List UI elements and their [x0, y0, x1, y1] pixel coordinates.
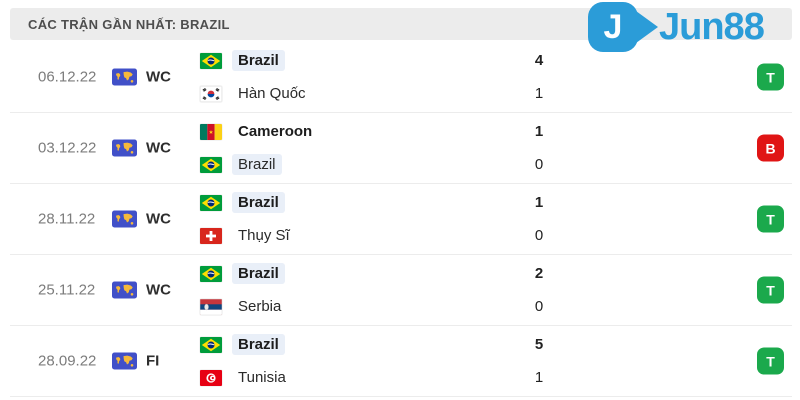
match-row[interactable]: 06.12.22 WC Brazil 4 Hàn Quốc 1 T — [10, 42, 792, 113]
world-cup-flag-icon — [112, 210, 137, 228]
flag-brazil-icon — [200, 336, 222, 353]
match-date: 28.09.22 — [38, 352, 97, 370]
home-team-line: Brazil 4 — [200, 49, 682, 73]
flag-brazil-icon — [200, 194, 222, 211]
recent-matches-list: 06.12.22 WC Brazil 4 Hàn Quốc 1 T 03.12.… — [10, 42, 792, 397]
result-badge-win: T — [757, 63, 784, 91]
teams: Brazil 2 Serbia 0 — [200, 255, 682, 325]
section-header: CÁC TRẬN GẦN NHẤT: BRAZIL — [10, 8, 792, 40]
match-date: 06.12.22 — [38, 68, 97, 86]
home-team-line: Brazil 2 — [200, 262, 682, 286]
world-cup-flag-icon — [112, 281, 137, 299]
away-team-name: Hàn Quốc — [238, 85, 306, 102]
competition: FI — [112, 352, 160, 370]
flag-brazil-icon — [200, 265, 222, 282]
competition: WC — [112, 210, 171, 228]
home-team-line: Brazil 1 — [200, 191, 682, 215]
home-team-score: 1 — [534, 123, 544, 140]
match-row[interactable]: 03.12.22 WC Cameroon 1 Brazil 0 B — [10, 113, 792, 184]
competition-label: WC — [146, 68, 171, 86]
match-date: 28.11.22 — [38, 210, 96, 228]
away-team-line: Thụy Sĩ 0 — [200, 224, 682, 248]
play-triangle-icon — [636, 11, 658, 43]
flag-cameroon-icon — [200, 123, 222, 140]
flag-tunisia-icon — [200, 369, 222, 386]
result-badge-win: T — [757, 276, 784, 304]
teams: Brazil 5 Tunisia 1 — [200, 326, 682, 396]
result-badge-loss: B — [757, 134, 784, 162]
world-cup-flag-icon — [112, 139, 137, 157]
home-team-name: Brazil — [232, 334, 285, 355]
away-team-line: Brazil 0 — [200, 153, 682, 177]
flag-brazil-icon — [200, 52, 222, 69]
competition-label: WC — [146, 281, 171, 299]
home-team-score: 1 — [534, 194, 544, 211]
competition: WC — [112, 281, 171, 299]
home-team-name: Brazil — [232, 50, 285, 71]
home-team-name: Brazil — [232, 192, 285, 213]
home-team-score: 5 — [534, 336, 544, 353]
match-row[interactable]: 28.11.22 WC Brazil 1 Thụy Sĩ 0 T — [10, 184, 792, 255]
away-team-line: Hàn Quốc 1 — [200, 82, 682, 106]
flag-brazil-icon — [200, 156, 222, 173]
match-row[interactable]: 28.09.22 FI Brazil 5 Tunisia 1 T — [10, 326, 792, 397]
competition: WC — [112, 68, 171, 86]
away-team-score: 0 — [534, 156, 544, 173]
competition-label: FI — [146, 352, 160, 370]
competition: WC — [112, 139, 171, 157]
flag-south-korea-icon — [200, 85, 222, 102]
world-cup-flag-icon — [112, 68, 137, 86]
jun88-monogram-icon: J — [588, 2, 638, 52]
match-date: 03.12.22 — [38, 139, 97, 157]
teams: Cameroon 1 Brazil 0 — [200, 113, 682, 183]
home-team-score: 4 — [534, 52, 544, 69]
away-team-name: Brazil — [232, 154, 282, 175]
jun88-logo[interactable]: J Jun88 — [588, 1, 765, 53]
competition-label: WC — [146, 139, 171, 157]
away-team-name: Tunisia — [238, 369, 286, 386]
home-team-name: Cameroon — [238, 123, 313, 140]
away-team-name: Thụy Sĩ — [238, 227, 290, 244]
home-team-line: Brazil 5 — [200, 333, 682, 357]
away-team-line: Tunisia 1 — [200, 366, 682, 390]
away-team-score: 1 — [534, 85, 544, 102]
result-badge-win: T — [757, 205, 784, 233]
home-team-name: Brazil — [232, 263, 285, 284]
away-team-score: 1 — [534, 369, 544, 386]
away-team-score: 0 — [534, 227, 544, 244]
world-cup-flag-icon — [112, 352, 137, 370]
result-badge-win: T — [757, 347, 784, 375]
home-team-line: Cameroon 1 — [200, 120, 682, 144]
jun88-wordmark: Jun88 — [659, 6, 765, 48]
home-team-score: 2 — [534, 265, 544, 282]
away-team-line: Serbia 0 — [200, 295, 682, 319]
teams: Brazil 4 Hàn Quốc 1 — [200, 42, 682, 112]
flag-switzerland-icon — [200, 227, 222, 244]
match-date: 25.11.22 — [38, 281, 96, 299]
away-team-name: Serbia — [238, 298, 282, 315]
section-title: CÁC TRẬN GẦN NHẤT: BRAZIL — [28, 16, 230, 32]
teams: Brazil 1 Thụy Sĩ 0 — [200, 184, 682, 254]
competition-label: WC — [146, 210, 171, 228]
away-team-score: 0 — [534, 298, 544, 315]
match-row[interactable]: 25.11.22 WC Brazil 2 Serbia 0 T — [10, 255, 792, 326]
flag-serbia-icon — [200, 298, 222, 315]
